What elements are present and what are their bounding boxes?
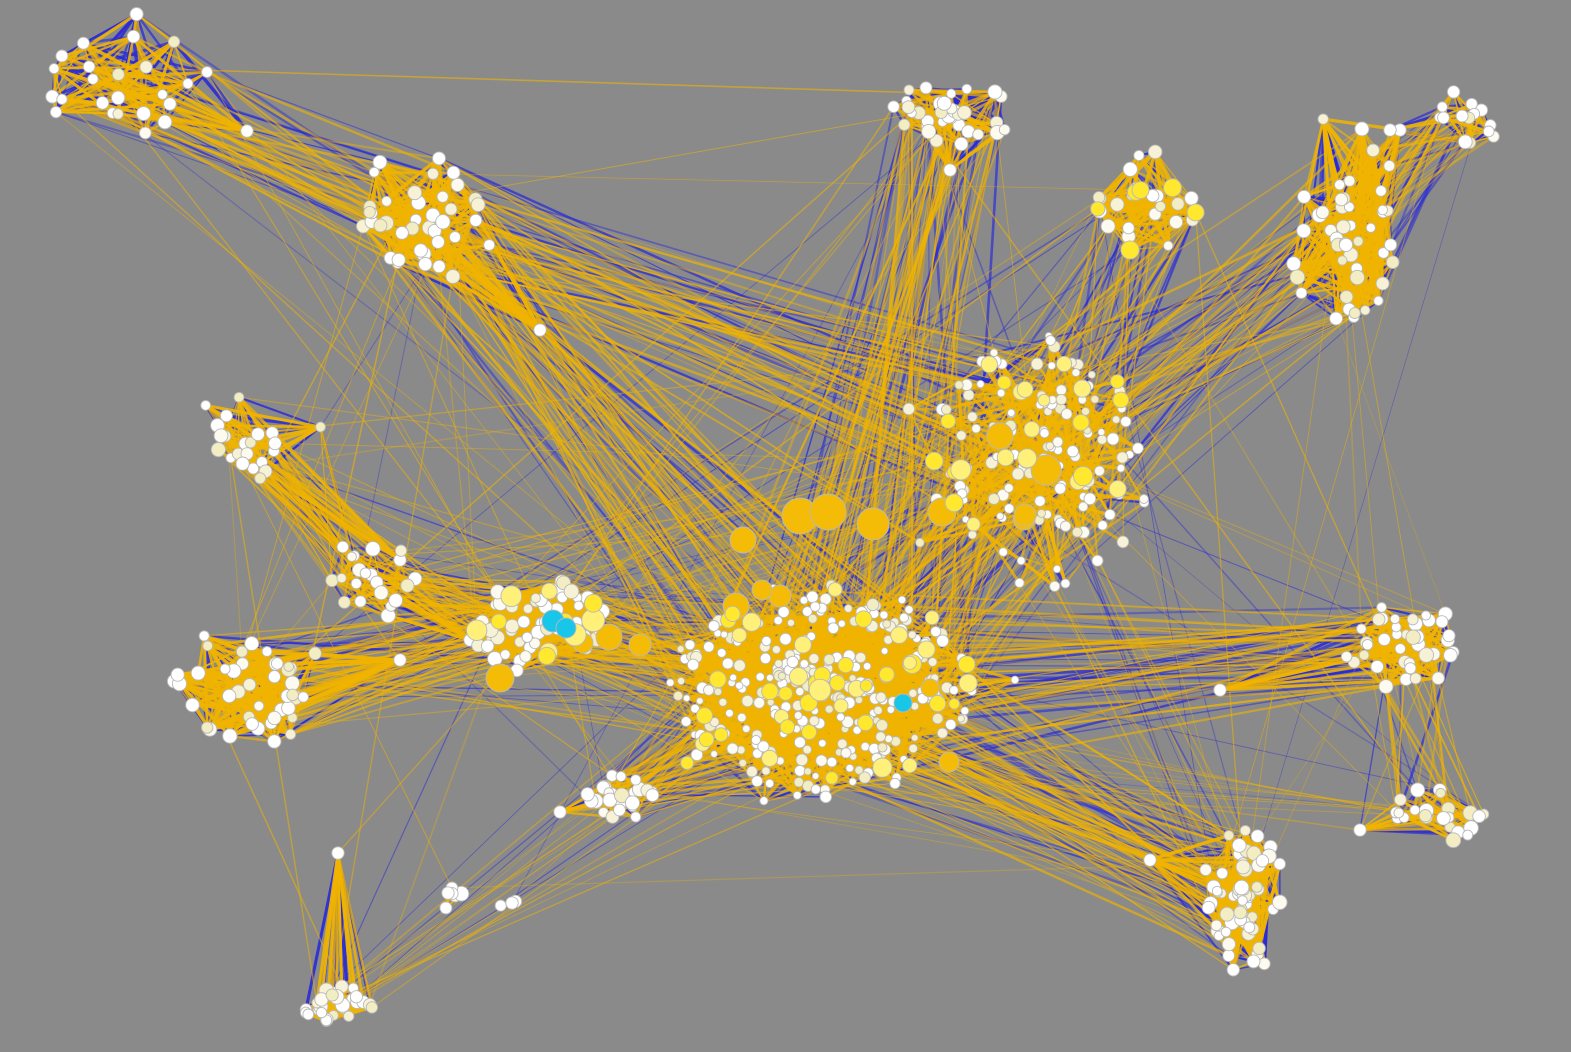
negative-edge [1101,309,1366,433]
positive-edge [55,65,147,114]
positive-edge [82,41,248,133]
negative-edge [1300,292,1337,320]
negative-edge [355,227,430,584]
negative-edge [1054,300,1379,587]
positive-edge [173,41,189,84]
negative-edge [909,134,979,663]
negative-edge [304,852,340,1010]
negative-edge [1244,109,1482,896]
negative-edge [497,186,1137,593]
negative-edge [927,211,1324,681]
negative-edge [1057,518,1244,868]
negative-edge [172,40,249,133]
positive-edge [217,424,276,445]
negative-edge [206,71,440,159]
negative-edge [370,221,710,648]
negative-edge [1377,115,1464,302]
positive-edge [205,403,321,429]
negative-edge [356,677,719,998]
positive-edge [237,396,402,562]
negative-edge [238,396,321,429]
positive-edge [133,35,208,74]
negative-edge [362,225,729,664]
negative-edge [574,634,604,788]
positive-edge [61,35,134,58]
positive-edge-layer [51,12,1495,1023]
negative-edge [206,71,248,132]
positive-edge [687,762,753,773]
negative-edge [321,644,691,1000]
positive-edge [202,635,209,728]
positive-edge [1001,339,1051,365]
positive-edge [51,55,63,97]
negative-edge [117,113,829,663]
positive-edge [379,161,479,206]
negative-edge [1085,485,1480,817]
positive-edge [379,161,416,194]
positive-edge [1029,517,1057,587]
negative-edge [320,263,426,428]
positive-edge [162,93,248,132]
positive-edge [177,673,260,708]
negative-edge [457,184,1065,365]
